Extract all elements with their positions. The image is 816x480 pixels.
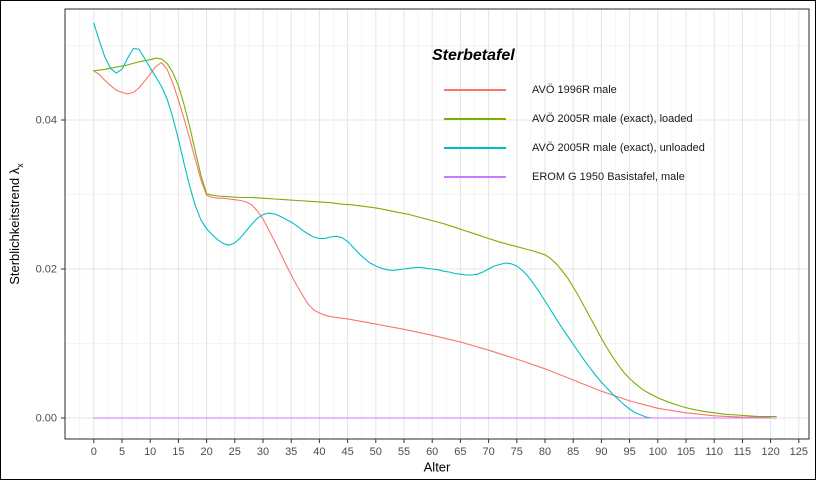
legend-key — [444, 139, 506, 157]
line-swatch-icon — [444, 146, 506, 149]
y-axis-title-text: Sterblichkeitstrend λ — [7, 167, 23, 285]
legend-label: AVÖ 2005R male (exact), loaded — [532, 112, 693, 125]
svg-text:90: 90 — [595, 446, 607, 458]
svg-text:125: 125 — [790, 446, 808, 458]
svg-text:85: 85 — [567, 446, 579, 458]
svg-text:25: 25 — [229, 446, 241, 458]
svg-text:50: 50 — [370, 446, 382, 458]
legend-title: Sterbetafel — [432, 47, 515, 64]
svg-text:75: 75 — [511, 446, 523, 458]
line-swatch-icon — [444, 88, 506, 91]
svg-text:65: 65 — [454, 446, 466, 458]
legend-item: AVÖ 2005R male (exact), unloaded — [426, 133, 726, 162]
line-swatch-icon — [444, 175, 506, 178]
svg-text:0.04: 0.04 — [36, 115, 57, 127]
svg-text:105: 105 — [677, 446, 695, 458]
legend-key — [444, 110, 506, 128]
legend-item: AVÖ 1996R male — [426, 75, 726, 104]
svg-text:55: 55 — [398, 446, 410, 458]
legend-key — [444, 81, 506, 99]
legend-label: AVÖ 2005R male (exact), unloaded — [532, 141, 705, 154]
svg-text:20: 20 — [200, 446, 212, 458]
svg-text:45: 45 — [341, 446, 353, 458]
y-axis-title-subscript: x — [14, 163, 25, 168]
svg-text:15: 15 — [172, 446, 184, 458]
legend-key — [444, 168, 506, 186]
svg-text:0.02: 0.02 — [36, 264, 57, 276]
x-axis-title: Alter — [423, 459, 451, 475]
line-swatch-icon — [444, 117, 506, 120]
svg-text:30: 30 — [257, 446, 269, 458]
svg-text:0: 0 — [91, 446, 97, 458]
legend-item: AVÖ 2005R male (exact), loaded — [426, 104, 726, 133]
legend-label: AVÖ 1996R male — [532, 83, 617, 96]
svg-text:35: 35 — [285, 446, 297, 458]
svg-text:115: 115 — [734, 446, 752, 458]
svg-text:10: 10 — [144, 446, 156, 458]
svg-text:5: 5 — [119, 446, 125, 458]
svg-text:70: 70 — [482, 446, 494, 458]
legend: Sterbetafel AVÖ 1996R male AVÖ 2005R mal… — [426, 47, 726, 191]
svg-text:110: 110 — [705, 446, 723, 458]
legend-item: EROM G 1950 Basistafel, male — [426, 162, 726, 191]
svg-text:0.00: 0.00 — [36, 413, 57, 425]
svg-text:60: 60 — [426, 446, 438, 458]
svg-text:40: 40 — [313, 446, 325, 458]
y-axis-title: Sterblichkeitstrend λx — [7, 163, 25, 285]
svg-text:80: 80 — [539, 446, 551, 458]
svg-text:120: 120 — [761, 446, 779, 458]
svg-text:95: 95 — [623, 446, 635, 458]
legend-label: EROM G 1950 Basistafel, male — [532, 170, 685, 183]
svg-text:100: 100 — [649, 446, 667, 458]
